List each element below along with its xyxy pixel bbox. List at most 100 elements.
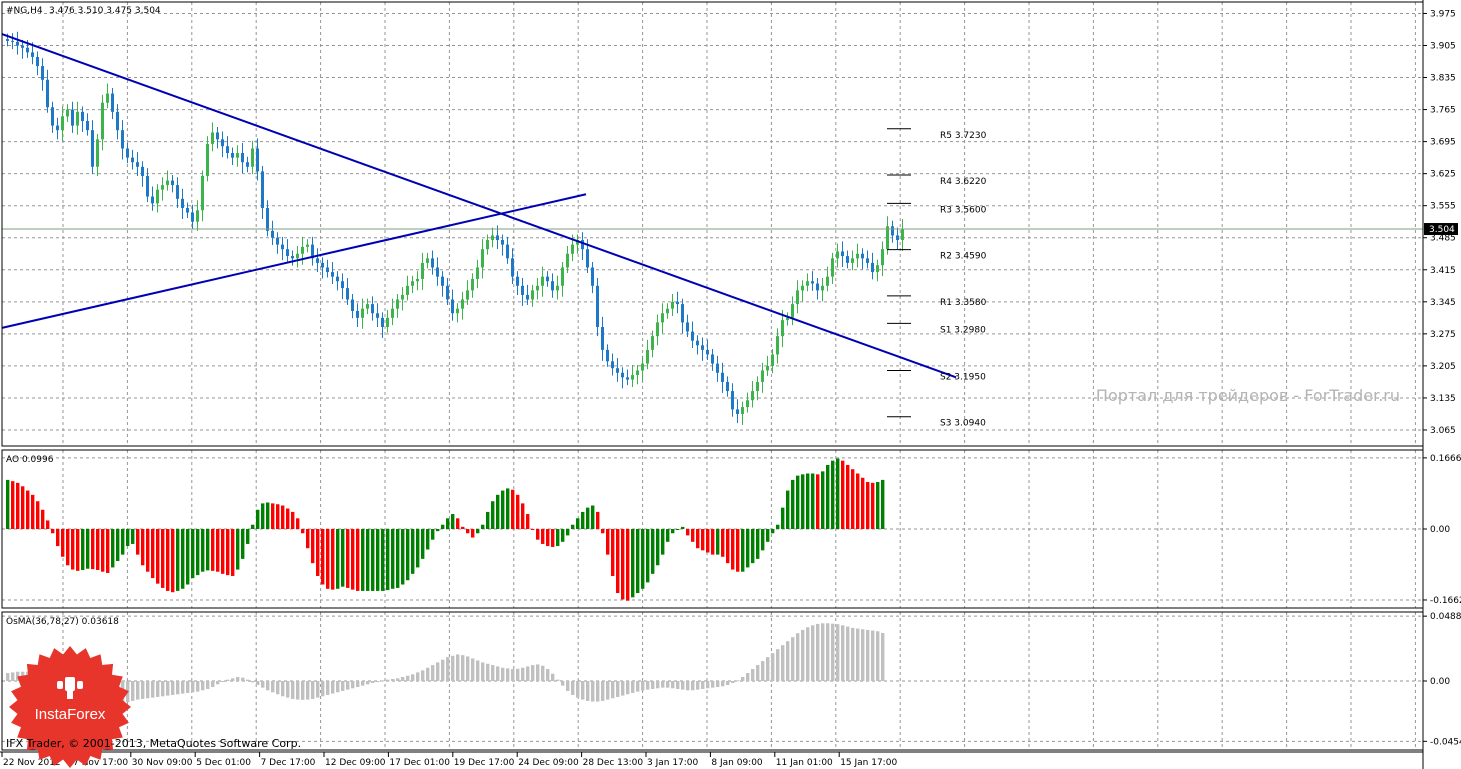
osma-bar [806, 627, 810, 681]
descending-trendline [1, 33, 957, 379]
ao-tick-label: 0.1666 [1430, 454, 1461, 464]
ao-bar [11, 481, 15, 529]
osma-bar [731, 681, 735, 683]
price-tick-label: 3.345 [1430, 298, 1456, 308]
candle-body [196, 210, 199, 222]
ao-bar [241, 529, 245, 559]
ao-bar [251, 524, 255, 529]
ao-bar [806, 473, 810, 529]
ao-bar [246, 529, 250, 544]
ao-bar [836, 458, 840, 529]
candle-body [676, 301, 679, 305]
candle-body [331, 272, 334, 277]
osma-bar [406, 675, 410, 681]
osma-bar [666, 681, 670, 688]
ao-bar [646, 529, 650, 583]
ao-bar [776, 524, 780, 529]
candle-body [401, 294, 404, 300]
watermark: Портал для трейдеров - ForTrader.ru [1096, 386, 1400, 405]
osma-bar [396, 678, 400, 681]
osma-bar [761, 661, 765, 681]
osma-bar [216, 681, 220, 685]
pivot-label: R1 3.3580 [940, 298, 987, 308]
ao-bar [486, 511, 490, 529]
ao-bar [276, 504, 280, 529]
osma-bar [361, 681, 365, 686]
osma-bar [476, 660, 480, 681]
price-tick-label: 3.695 [1430, 138, 1456, 148]
candle-body [11, 40, 14, 42]
candle-body [541, 276, 544, 286]
osma-bar [336, 681, 340, 693]
candle-body [641, 363, 644, 371]
ao-bar [691, 529, 695, 542]
candle-body [706, 349, 709, 355]
pivot-label: R5 3.7230 [940, 131, 987, 141]
ao-bar [386, 529, 390, 591]
osma-bar [611, 681, 615, 699]
osma-bar [776, 649, 780, 681]
candle-body [351, 299, 354, 311]
ao-label: AO 0.0996 [6, 455, 54, 465]
candle-body [516, 276, 519, 286]
time-tick-label: 27 Nov 17:00 [67, 758, 128, 768]
osma-bar [461, 655, 465, 681]
ao-bar [466, 529, 470, 534]
candle-body [521, 285, 524, 295]
time-tick-label: 28 Dec 13:00 [583, 758, 644, 768]
osma-bar [341, 681, 345, 691]
ao-bar [441, 524, 445, 529]
candle-body [6, 39, 9, 41]
candle-body [601, 326, 604, 350]
ao-bar [211, 529, 215, 571]
ao-bar [396, 529, 400, 588]
osma-label: OsMA(36,78,27) 0.03618 [6, 617, 119, 627]
ao-bar [326, 529, 330, 589]
ao-bar [861, 477, 865, 529]
candle-body [166, 180, 169, 186]
osma-bar [16, 671, 20, 681]
candle-body [581, 240, 584, 250]
candle-body [796, 290, 799, 305]
price-tick-label: 3.415 [1430, 266, 1456, 276]
candle-body [661, 313, 664, 323]
osma-bar [376, 681, 380, 682]
ao-bar [356, 529, 360, 591]
candle-body [86, 121, 89, 131]
osma-bar [831, 623, 835, 681]
candle-body [526, 294, 529, 300]
ohlc-readout: 3.476 3.510 3.475 3.504 [49, 6, 161, 16]
pivot-label: R4 3.6220 [940, 177, 987, 187]
time-tick-label: 3 Jan 17:00 [647, 758, 699, 768]
ao-bar [51, 529, 55, 534]
logo-badge [9, 646, 131, 768]
ao-bar [681, 526, 685, 529]
osma-bar [721, 681, 725, 687]
candle-body [356, 310, 359, 318]
candle-body [716, 363, 719, 373]
candle-body [756, 381, 759, 392]
candle-body [761, 370, 764, 382]
pivot-label: R2 3.4590 [940, 252, 987, 262]
osma-bar [616, 681, 620, 697]
candle-body [396, 299, 399, 309]
ao-bar [46, 520, 50, 529]
ao-bar [86, 529, 90, 569]
candle-body [46, 79, 49, 108]
osma-histogram [6, 623, 885, 708]
ao-bar [406, 529, 410, 581]
osma-bar [151, 681, 155, 698]
ao-bar [181, 529, 185, 589]
ao-bar [116, 529, 120, 562]
ao-bar [416, 529, 420, 568]
ao-bar [821, 471, 825, 529]
osma-bar [716, 681, 720, 687]
osma-bar [796, 633, 800, 681]
osma-bar [681, 681, 685, 690]
ao-bar [431, 529, 435, 540]
candle-body [216, 132, 219, 140]
candle-body [141, 166, 144, 176]
ao-bar [526, 514, 530, 529]
osma-bar [866, 629, 870, 681]
osma-bar [431, 665, 435, 681]
